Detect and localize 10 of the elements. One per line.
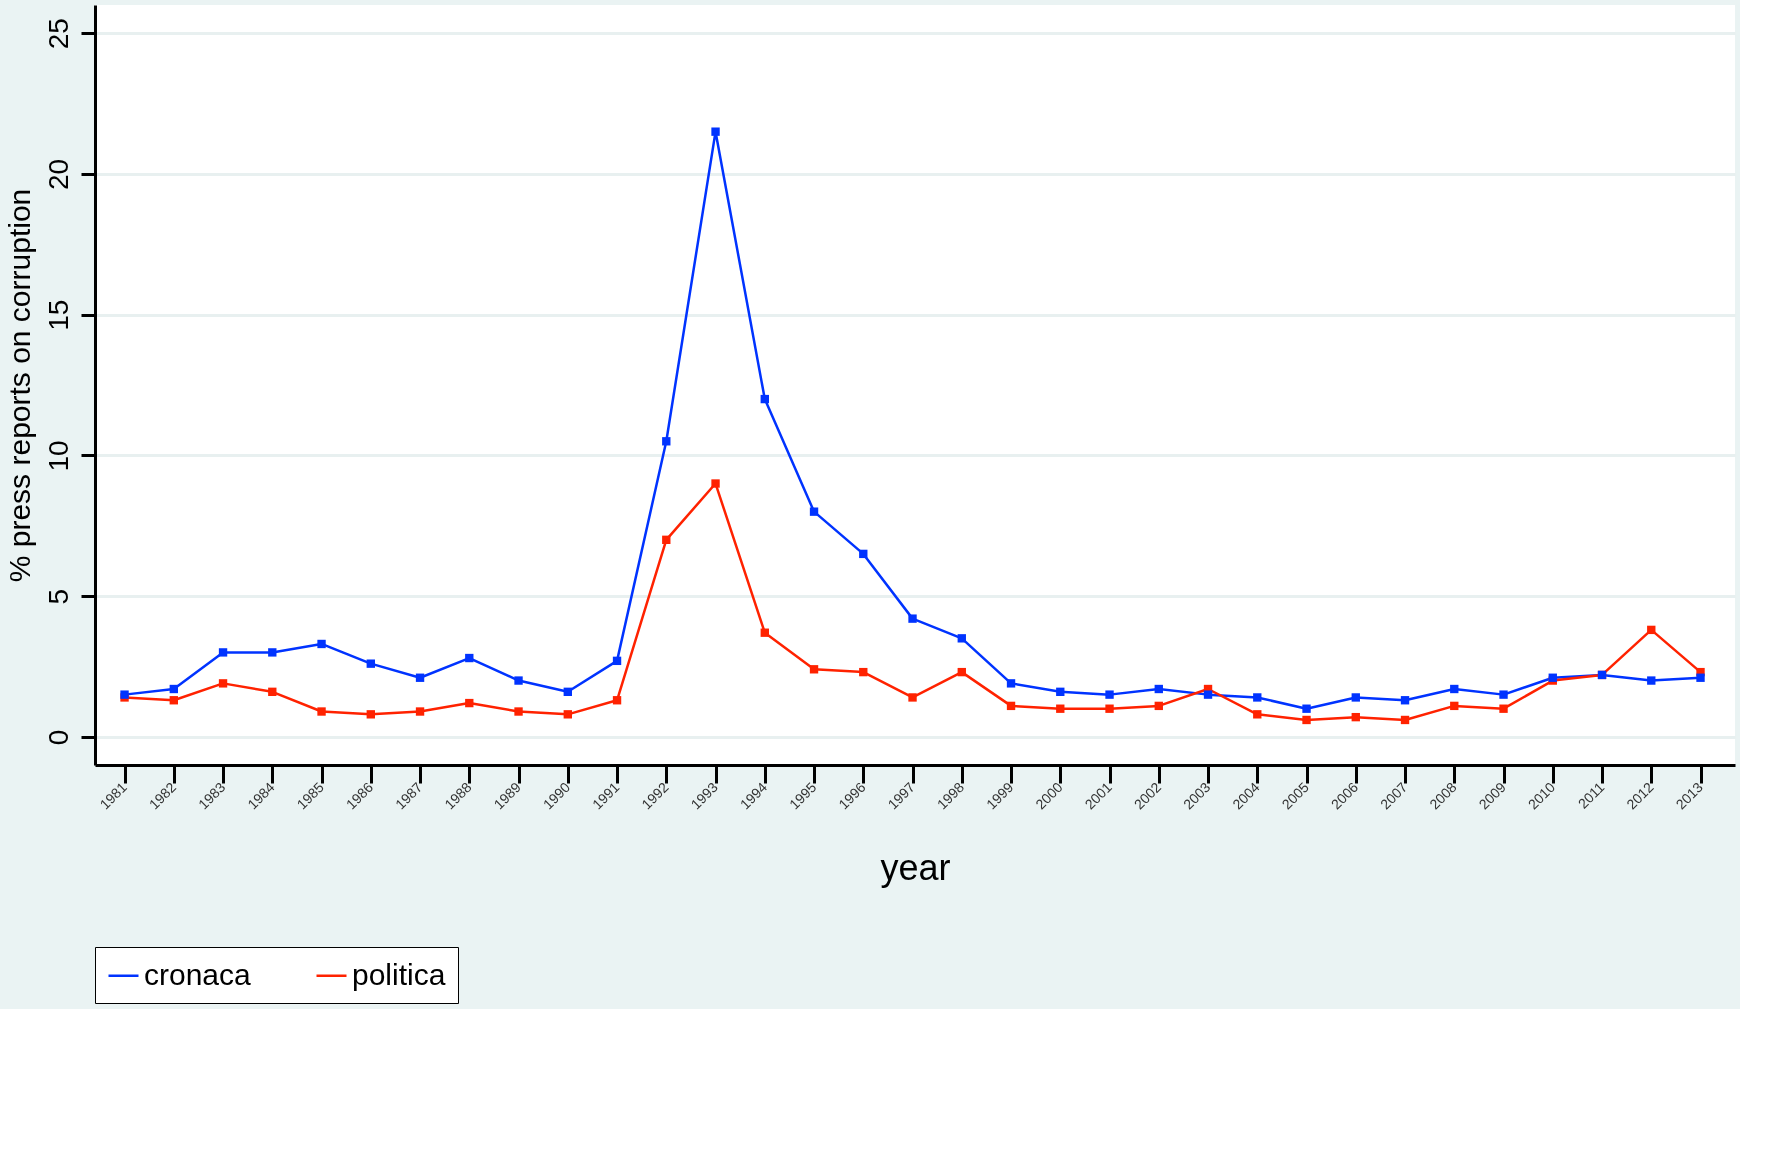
legend-label: cronaca bbox=[144, 957, 252, 991]
x-axis-title: year bbox=[880, 847, 951, 889]
y-tick-label: 25 bbox=[42, 18, 74, 50]
y-tick-label: 0 bbox=[42, 729, 74, 746]
y-tick-label: 20 bbox=[42, 158, 74, 190]
y-axis-title: % press reports on corruption bbox=[2, 188, 36, 583]
y-tick-label: 5 bbox=[42, 588, 74, 605]
legend-label: politica bbox=[352, 957, 446, 991]
y-tick-label: 15 bbox=[42, 299, 74, 331]
y-tick-label: 10 bbox=[42, 440, 74, 472]
